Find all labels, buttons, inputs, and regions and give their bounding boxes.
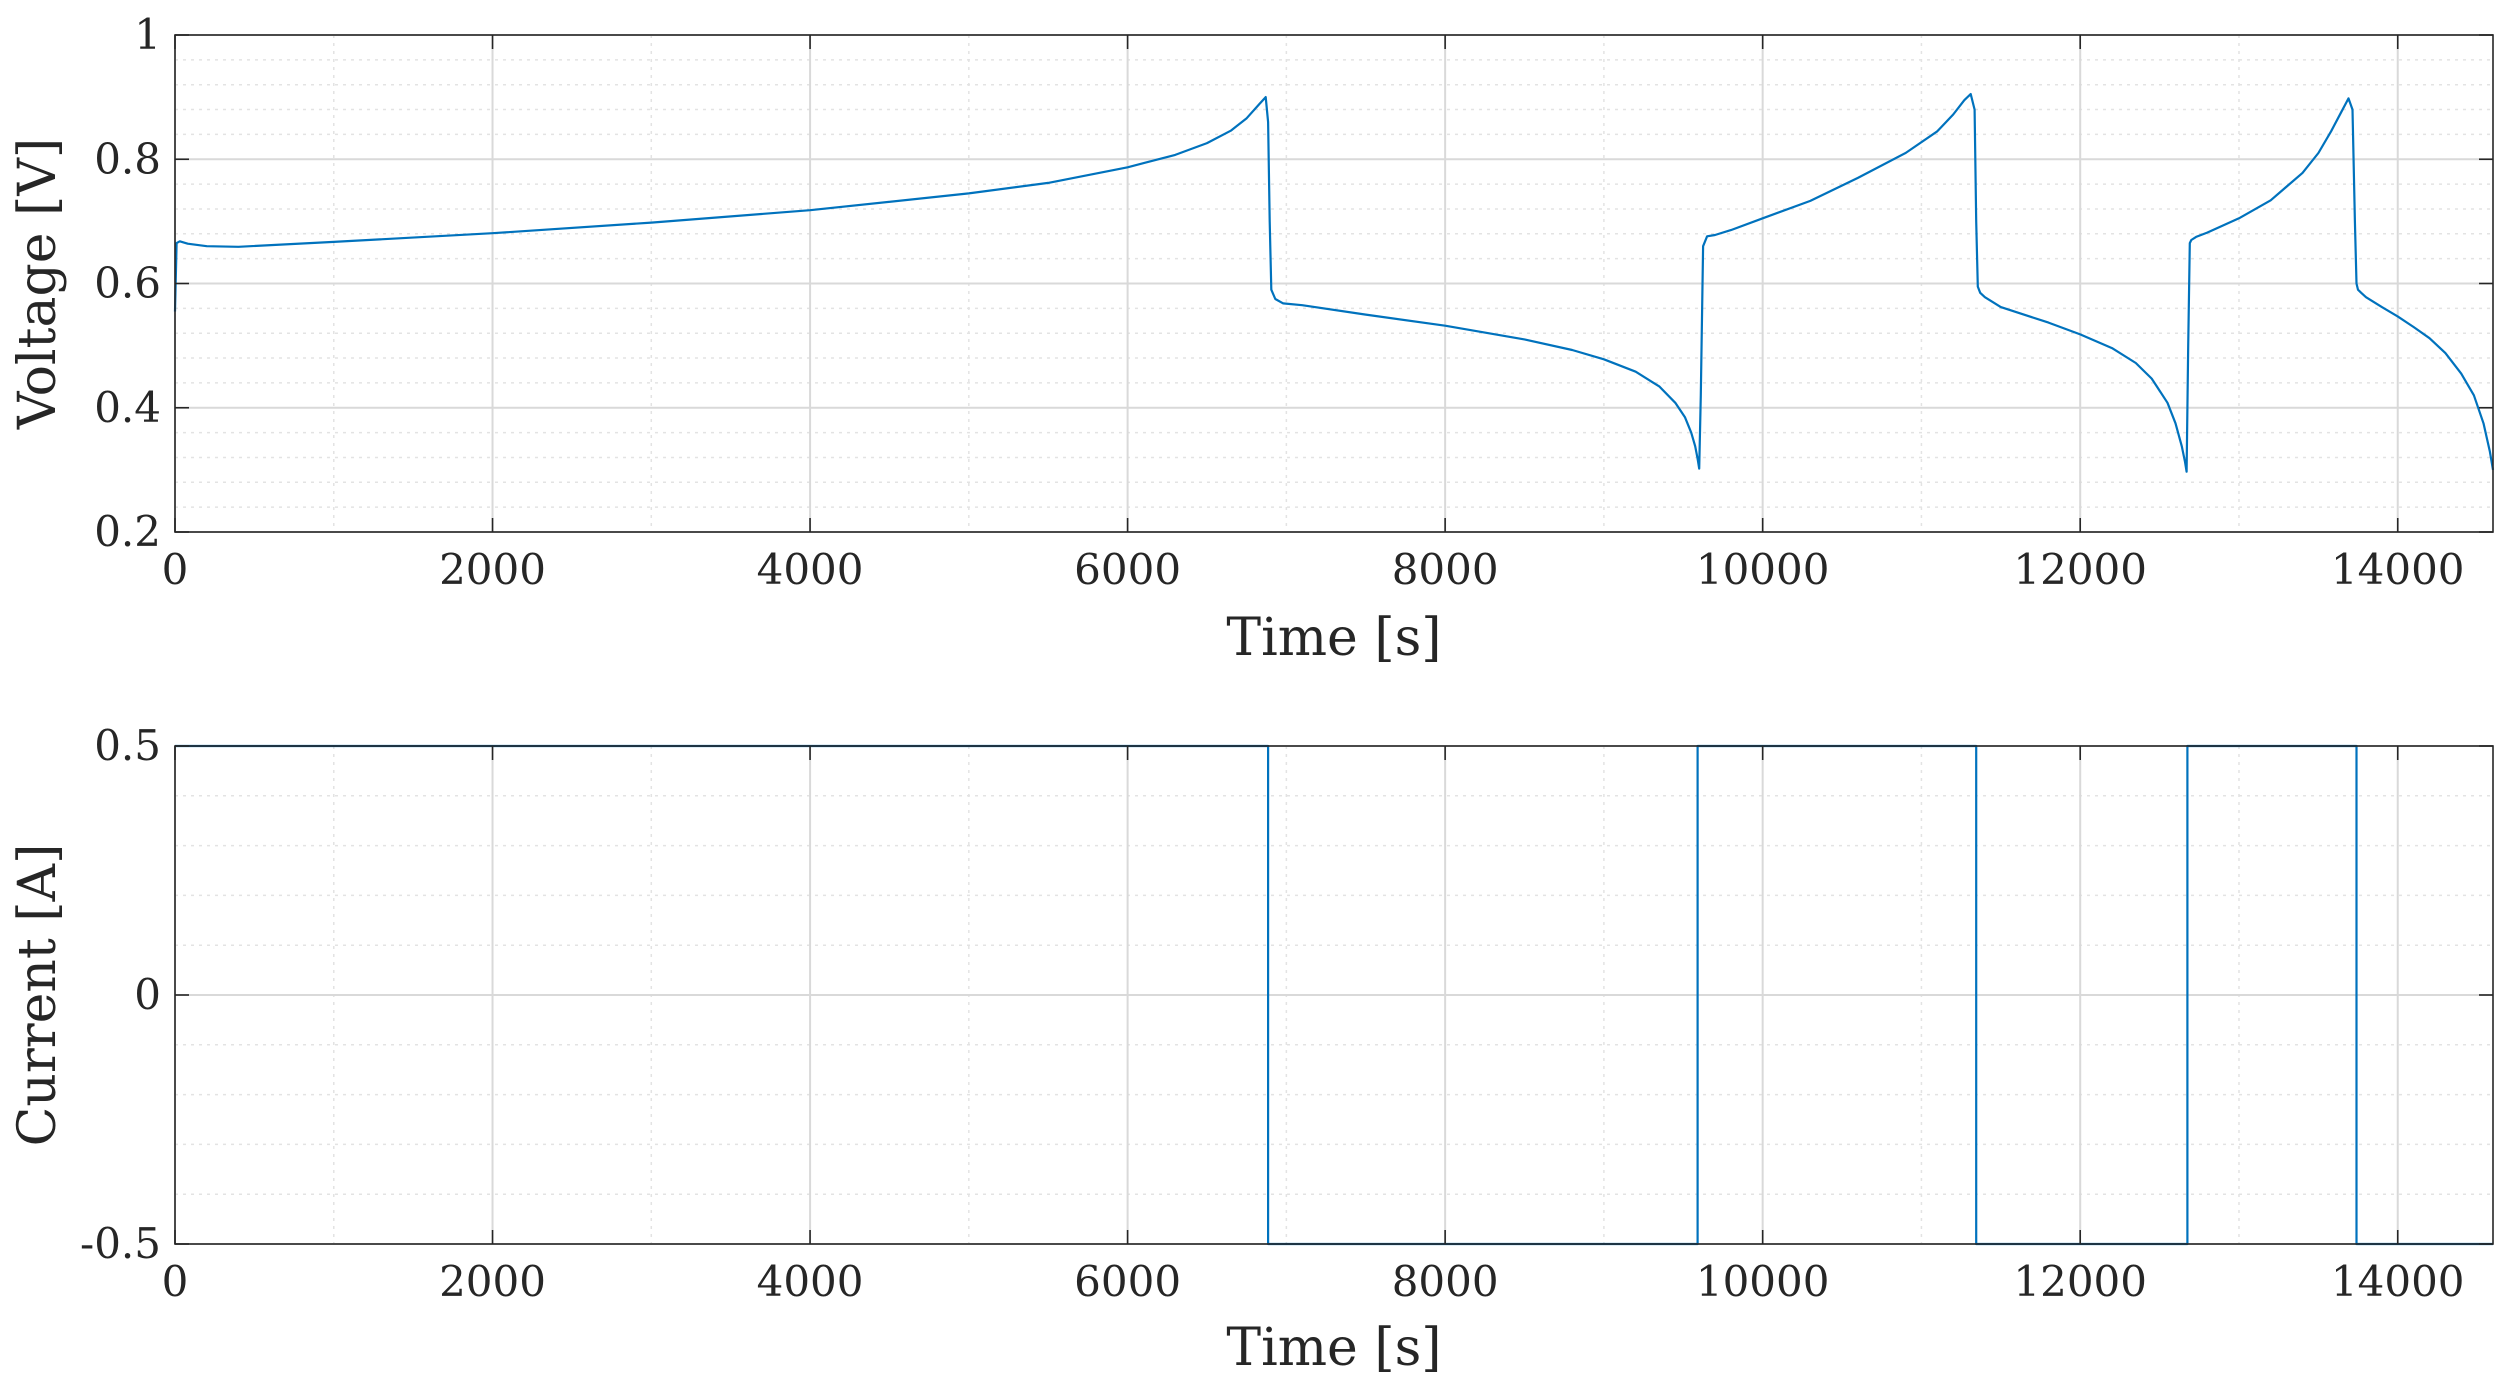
voltage-x-tick-label: 0 (162, 545, 189, 594)
voltage-x-tick-label: 10000 (1696, 545, 1830, 594)
voltage-x-tick-label: 14000 (2331, 545, 2465, 594)
voltage-y-tick-label: 1 (134, 10, 161, 59)
voltage-x-tick-label: 6000 (1074, 545, 1181, 594)
current-x-tick-label: 2000 (439, 1257, 546, 1306)
voltage-series-line (173, 92, 2495, 473)
voltage-x-axis-label: Time [s] (1226, 608, 1441, 668)
current-panel: 0 2000 4000 6000 8000 10000 12000 14000-0.500.5… (8, 721, 2494, 1378)
current-x-tick-label: 0 (162, 1257, 189, 1306)
current-y-tick-label: -0.5 (80, 1219, 161, 1268)
current-x-tick-label: 12000 (2013, 1257, 2147, 1306)
current-x-tick-label: 10000 (1696, 1257, 1830, 1306)
voltage-y-axis-label: Voltage [V] (8, 138, 68, 430)
voltage-x-tick-label: 8000 (1392, 545, 1499, 594)
current-y-tick-label: 0.5 (94, 721, 161, 770)
voltage-x-tick-label: 4000 (757, 545, 864, 594)
current-x-tick-label: 6000 (1074, 1257, 1181, 1306)
voltage-x-tick-label: 2000 (439, 545, 546, 594)
current-x-tick-label: 4000 (757, 1257, 864, 1306)
current-series-line (175, 744, 2493, 1246)
current-x-axis-label: Time [s] (1226, 1318, 1441, 1378)
voltage-panel: 0 2000 4000 6000 8000 10000 12000 14000 0.2 0.4 0.… (8, 10, 2495, 668)
voltage-y-tick-label: 0.4 (94, 383, 161, 432)
voltage-x-tick-label: 12000 (2013, 545, 2147, 594)
current-y-tick-label: 0 (134, 970, 161, 1019)
current-x-tick-label: 14000 (2331, 1257, 2465, 1306)
voltage-y-tick-label: 0.2 (94, 507, 161, 556)
current-x-tick-label: 8000 (1392, 1257, 1499, 1306)
current-y-axis-label: Current [A] (8, 844, 68, 1147)
voltage-y-tick-label: 0.8 (94, 134, 161, 183)
voltage-y-tick-label: 0.6 (94, 259, 161, 308)
